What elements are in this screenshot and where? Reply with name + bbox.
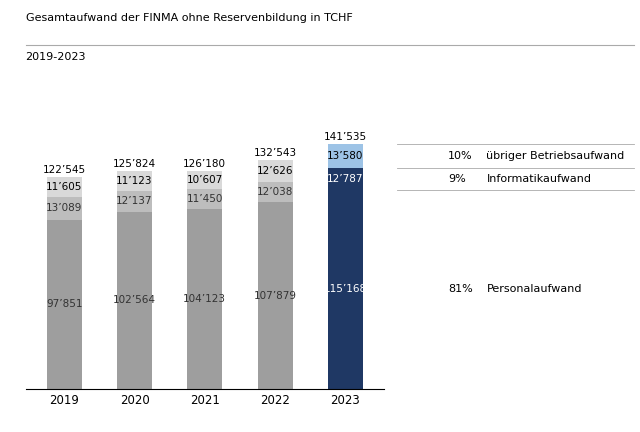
Text: 12’137: 12’137 [116, 196, 153, 206]
Text: 122’545: 122’545 [43, 165, 86, 175]
Text: 141’535: 141’535 [324, 132, 367, 142]
Bar [328, 168, 363, 190]
Bar [188, 171, 222, 189]
Text: Personalaufwand: Personalaufwand [486, 284, 582, 294]
Text: 97’851: 97’851 [46, 299, 83, 309]
Text: 10’607: 10’607 [187, 175, 223, 185]
Text: 102’564: 102’564 [113, 295, 156, 305]
Text: 10%: 10% [448, 151, 472, 161]
Bar [47, 220, 82, 389]
Text: 12’626: 12’626 [257, 166, 293, 176]
Bar [188, 189, 222, 209]
Text: 81%: 81% [448, 284, 473, 294]
Bar [257, 202, 292, 389]
Text: 132’543: 132’543 [253, 148, 296, 158]
Text: Gesamtaufwand der FINMA ohne Reservenbildung in TCHF: Gesamtaufwand der FINMA ohne Reservenbil… [26, 13, 353, 23]
Text: 107’879: 107’879 [253, 291, 296, 301]
Text: 126’180: 126’180 [183, 159, 227, 168]
Text: 11’605: 11’605 [46, 182, 83, 192]
Text: 12’038: 12’038 [257, 187, 293, 197]
Bar [117, 172, 152, 191]
Bar [47, 197, 82, 220]
Bar [257, 181, 292, 202]
Bar [117, 212, 152, 389]
Text: 11’123: 11’123 [116, 176, 153, 186]
Text: 125’824: 125’824 [113, 159, 156, 169]
Bar [328, 144, 363, 168]
Text: 9%: 9% [448, 174, 466, 184]
Text: 104’123: 104’123 [183, 294, 227, 304]
Bar [328, 190, 363, 389]
Text: 13’089: 13’089 [46, 203, 83, 213]
Bar [188, 209, 222, 389]
Text: 11’450: 11’450 [187, 194, 223, 204]
Bar [117, 191, 152, 212]
Bar [47, 177, 82, 197]
Text: 12’787: 12’787 [327, 174, 364, 184]
Bar [257, 160, 292, 181]
Text: 2019-2023: 2019-2023 [26, 52, 86, 62]
Text: übriger Betriebsaufwand: übriger Betriebsaufwand [486, 151, 625, 161]
Text: 13’580: 13’580 [327, 151, 364, 161]
Text: 115’168: 115’168 [324, 284, 367, 294]
Text: Informatikaufwand: Informatikaufwand [486, 174, 591, 184]
